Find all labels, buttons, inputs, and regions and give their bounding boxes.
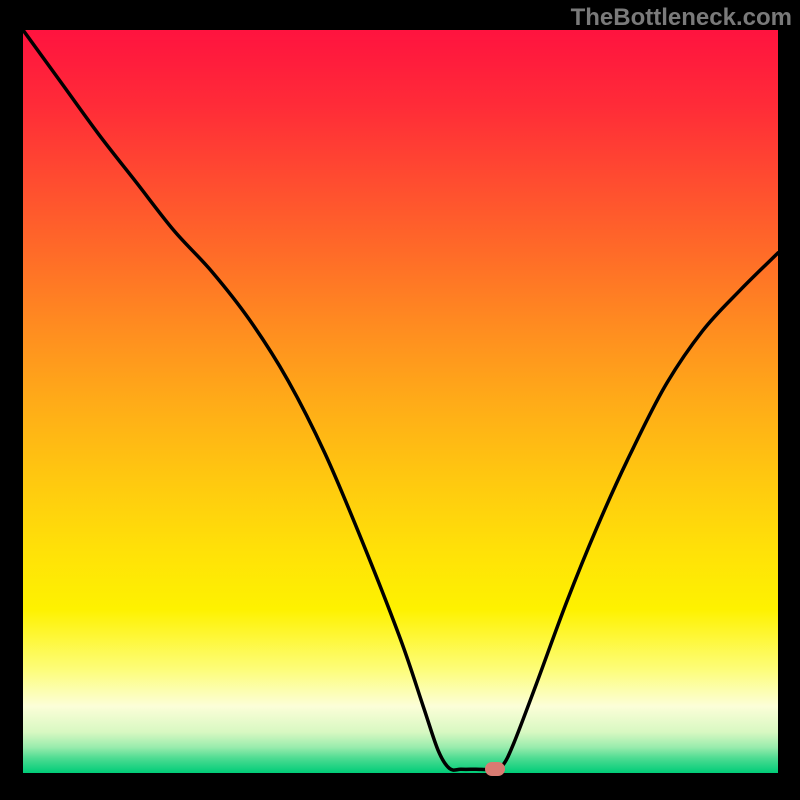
chart-container: TheBottleneck.com [0,0,800,800]
bottleneck-curve [23,30,778,773]
curve-path [23,30,778,770]
plot-area [23,30,778,773]
watermark-text: TheBottleneck.com [571,4,792,32]
optimum-marker [485,762,505,776]
